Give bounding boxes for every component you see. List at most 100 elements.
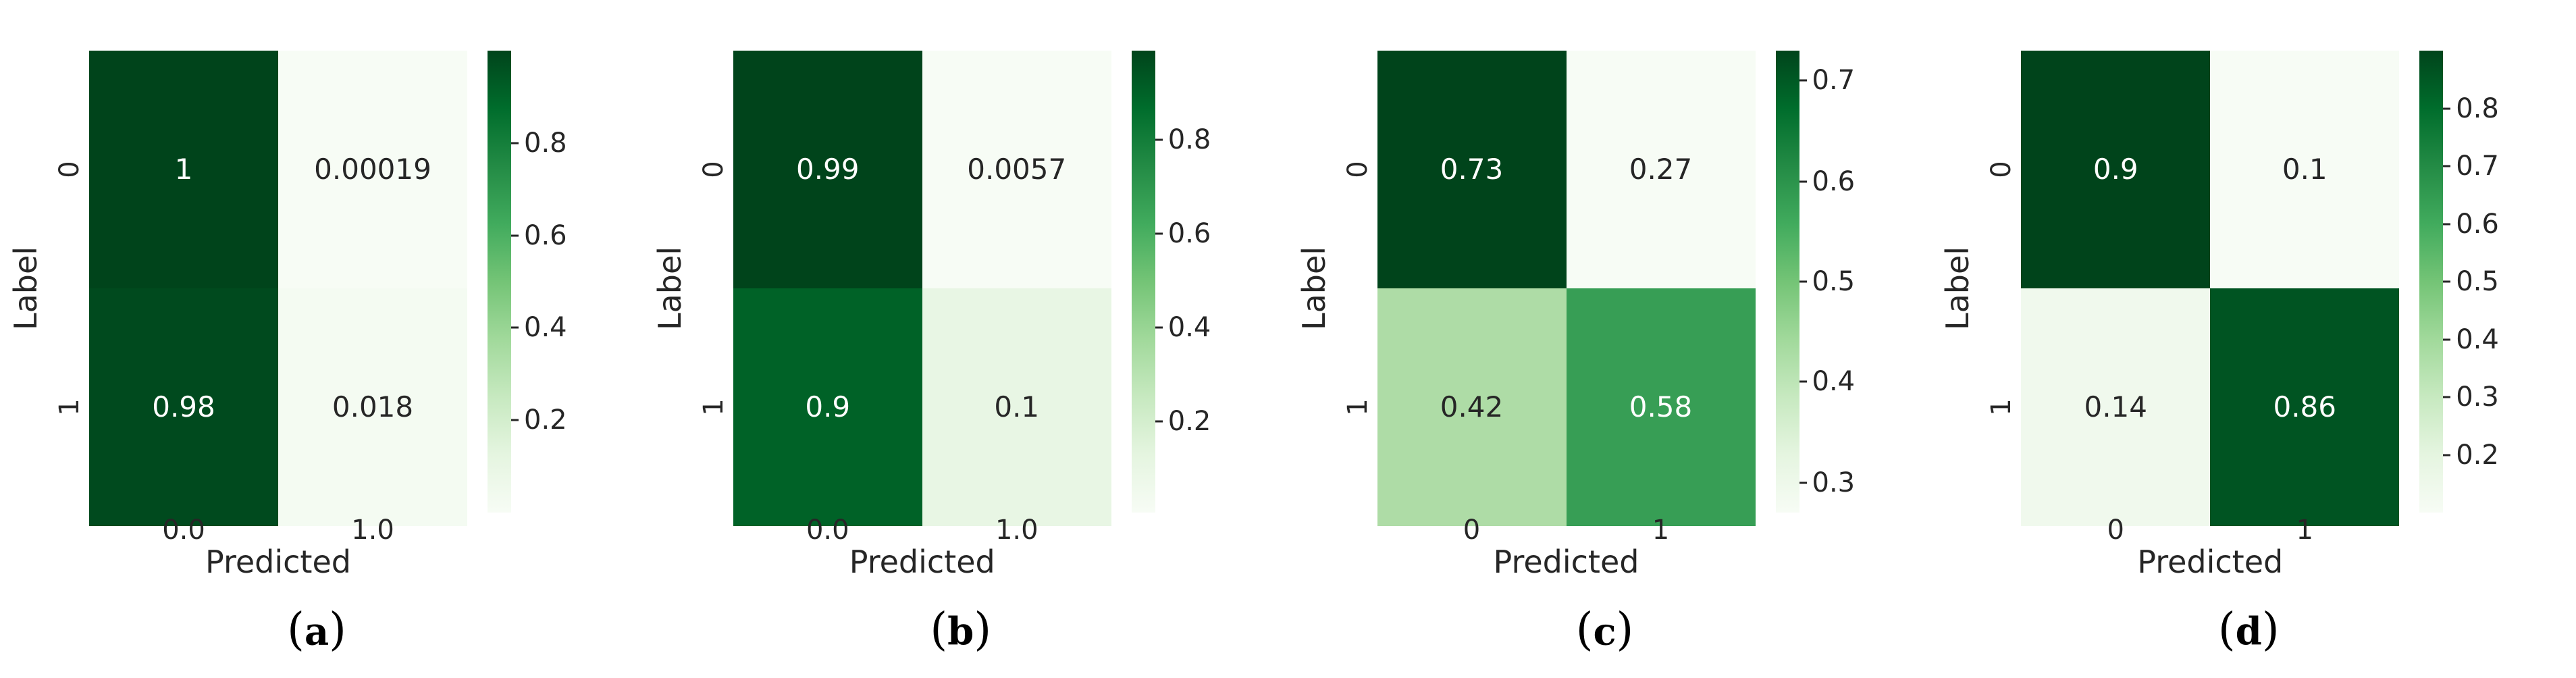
colorbar-tick-label: 0.5 [1812,266,1856,297]
caption-open-paren: ( [287,603,305,656]
colorbar-tick-mark [1799,79,1807,82]
y-axis-label: Label [1295,246,1332,331]
colorbar-tick-mark [1155,420,1163,423]
x-axis-label: Predicted [849,544,995,580]
caption-close-paren: ) [1616,603,1634,656]
heatmap-cell-r0c0: 1 [89,51,278,288]
colorbar-tick-mark [511,419,519,421]
confusion-matrix-panel-a: Label 0 1 1 0.00019 0.98 0.018 0.0 1.0 Pred… [0,0,644,678]
colorbar-tick-label: 0.4 [1167,311,1211,343]
caption-open-paren: ( [1575,603,1594,656]
y-tick-label-1: 1 [1342,398,1373,416]
caption-open-paren: ( [2217,603,2236,656]
heatmap-grid: 0.73 0.27 0.42 0.58 [1377,51,1756,526]
caption-close-paren: ) [974,603,992,656]
x-tick-label-0: 0 [2107,515,2124,546]
colorbar-tick-label: 0.7 [1812,65,1856,97]
colorbar-tick-label: 0.6 [524,219,567,251]
caption-close-paren: ) [2261,603,2280,656]
colorbar-tick-mark [1155,232,1163,235]
colorbar-tick-mark [2443,396,2451,398]
colorbar: 0.8 0.6 0.4 0.2 [488,51,567,513]
heatmap-grid: 0.9 0.1 0.14 0.86 [2021,51,2400,526]
caption-letter: d [2235,609,2262,654]
heatmap-cell-r1c1: 0.86 [2210,288,2400,526]
heatmap-cell-r1c0: 0.42 [1377,288,1567,526]
x-tick-label-0: 0.0 [806,515,849,546]
heatmap-cell-r1c0: 0.98 [89,288,278,526]
heatmap-cell-r0c0: 0.99 [733,51,922,288]
x-tick-label-0: 0.0 [162,515,205,546]
confusion-matrix-panel-d: Label 0 1 0.9 0.1 0.14 0.86 0 1 Predicted 0… [1932,0,2576,678]
x-tick-label-1: 1.0 [995,515,1039,546]
colorbar-tick-mark [511,142,519,145]
heatmap-cell-r0c1: 0.00019 [278,51,467,288]
y-axis-label: Label [1939,246,1976,331]
heatmap-cell-r1c0: 0.14 [2021,288,2211,526]
colorbar-tick-label: 0.3 [2456,382,2499,413]
colorbar-tick-mark [1799,280,1807,283]
x-axis-label: Predicted [205,544,351,580]
colorbar-tick-label: 0.4 [524,312,567,344]
heatmap-cell-r1c0: 0.9 [733,288,922,526]
caption-letter: c [1593,609,1616,654]
y-tick-label-1: 1 [1986,398,2018,416]
confusion-matrix-panel-c: Label 0 1 0.73 0.27 0.42 0.58 0 1 Predicted… [1288,0,1933,678]
confusion-matrix-panel-b: Label 0 1 0.99 0.0057 0.9 0.1 0.0 1.0 Predi… [644,0,1288,678]
colorbar-tick-label: 0.4 [2456,323,2499,355]
y-tick-label-0: 0 [698,161,729,178]
x-tick-label-0: 0 [1463,515,1481,546]
colorbar-tick-label: 0.2 [2456,439,2499,471]
panel-caption: (d) [2218,604,2280,656]
heatmap-cell-r0c1: 0.0057 [922,51,1111,288]
heatmap-cell-r0c0: 0.9 [2021,51,2211,288]
y-tick-label-1: 1 [54,398,85,416]
caption-letter: a [304,609,330,654]
x-tick-label-1: 1 [1652,515,1670,546]
heatmap-cell-r1c1: 0.58 [1566,288,1756,526]
heatmap-cell-r0c1: 0.1 [2210,51,2400,288]
colorbar-tick-label: 0.7 [2456,151,2499,182]
colorbar-tick-label: 0.4 [1812,366,1856,398]
colorbar-tick-label: 0.2 [1167,406,1211,438]
colorbar-tick-mark [2443,223,2451,225]
colorbar-tick-mark [1155,326,1163,329]
y-tick-label-0: 0 [1342,161,1373,178]
heatmap-cell-r0c1: 0.27 [1566,51,1756,288]
heatmap-cell-r0c0: 0.73 [1377,51,1567,288]
colorbar-tick-mark [2443,165,2451,167]
y-tick-label-0: 0 [1986,161,2018,178]
colorbar-tick-mark [511,326,519,329]
panel-caption: (b) [930,604,991,656]
colorbar-tick-label: 0.6 [2456,208,2499,240]
y-tick-label-1: 1 [698,398,729,416]
colorbar-tick-mark [1799,481,1807,484]
x-tick-label-1: 1 [2296,515,2313,546]
colorbar-tick-label: 0.8 [1167,124,1211,155]
heatmap-cell-r1c1: 0.018 [278,288,467,526]
colorbar-tick-mark [1799,380,1807,383]
colorbar-tick-mark [2443,338,2451,340]
colorbar: 0.7 0.6 0.5 0.4 0.3 [1775,51,1855,513]
colorbar-tick-mark [2443,107,2451,109]
heatmap-grid: 1 0.00019 0.98 0.018 [89,51,467,526]
colorbar-tick-label: 0.5 [2456,266,2499,297]
x-axis-label: Predicted [1493,544,1639,580]
colorbar-tick-label: 0.8 [2456,93,2499,124]
colorbar: 0.8 0.7 0.6 0.5 0.4 0.3 0.2 [2419,51,2499,513]
colorbar: 0.8 0.6 0.4 0.2 [1131,51,1211,513]
colorbar-tick-mark [2443,280,2451,283]
x-tick-label-1: 1.0 [351,515,394,546]
colorbar-tick-mark [511,234,519,237]
heatmap-grid: 0.99 0.0057 0.9 0.1 [733,51,1111,526]
caption-open-paren: ( [930,603,948,656]
colorbar-tick-mark [2443,454,2451,456]
colorbar-tick-label: 0.8 [524,127,567,159]
y-tick-label-0: 0 [54,161,85,178]
colorbar-tick-label: 0.2 [524,405,567,436]
panel-caption: (c) [1576,604,1634,656]
colorbar-tick-label: 0.6 [1812,165,1856,197]
colorbar-tick-label: 0.3 [1812,467,1856,498]
caption-letter: b [947,609,974,654]
